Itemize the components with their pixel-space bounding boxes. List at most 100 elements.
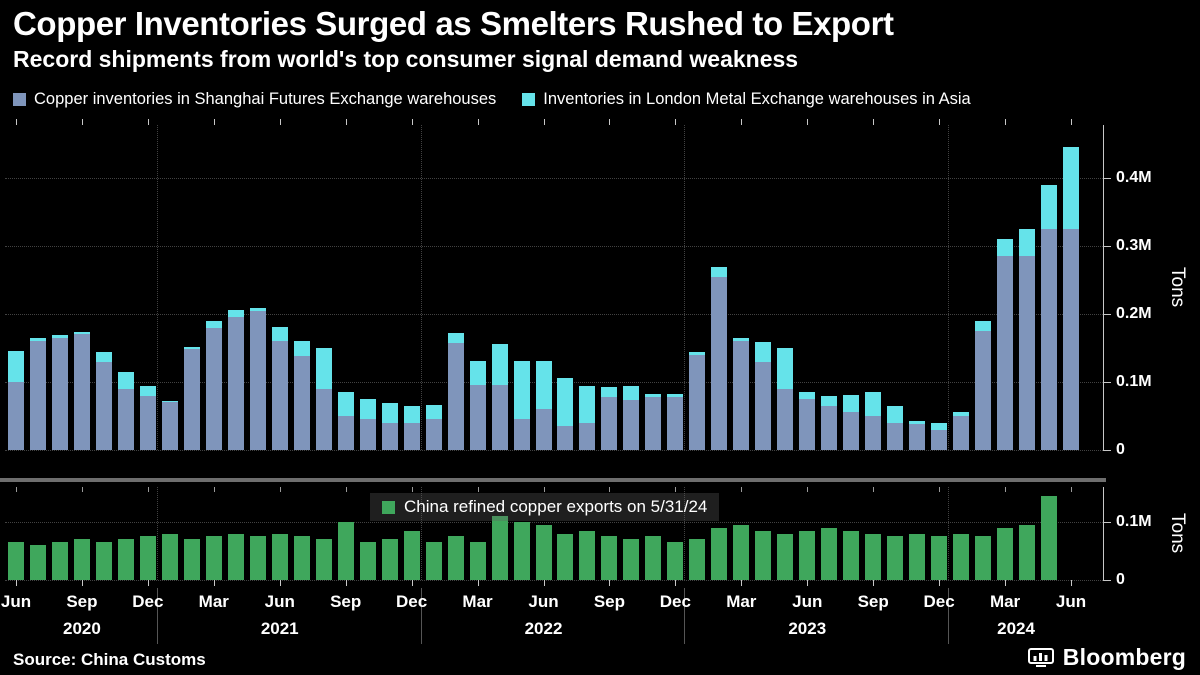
- bar-segment: [337, 392, 354, 416]
- bar-segment: [975, 321, 992, 331]
- x-axis-tick: [939, 580, 941, 586]
- bar-segment: [29, 545, 46, 580]
- bar-segment: [821, 396, 838, 406]
- bar-segment: [579, 423, 596, 450]
- bar-segment: [997, 256, 1014, 450]
- bar-segment: [491, 516, 508, 580]
- x-axis-tick: [345, 580, 347, 586]
- year-boundary-line: [684, 125, 686, 450]
- y-axis-title: Tons: [1166, 125, 1188, 450]
- bar-segment: [975, 331, 992, 450]
- bar-segment: [1041, 229, 1058, 450]
- bar-segment: [579, 531, 596, 580]
- x-tick-label: Sep: [593, 592, 626, 611]
- bar-segment: [447, 343, 464, 450]
- bar-segment: [161, 401, 178, 402]
- gridline: [5, 449, 1103, 451]
- bar-segment: [997, 239, 1014, 256]
- bar-segment: [931, 536, 948, 580]
- bottom-chart-top-tick: [939, 487, 941, 492]
- bar-segment: [139, 386, 156, 396]
- bar-segment: [1019, 525, 1036, 580]
- bar-segment: [843, 531, 860, 580]
- bar-segment: [205, 321, 222, 328]
- bar-segment: [249, 308, 266, 311]
- bar-segment: [403, 423, 420, 450]
- gridline: [5, 313, 1103, 315]
- x-axis-tick: [675, 580, 677, 586]
- bar-segment: [953, 416, 970, 450]
- bar-segment: [557, 534, 574, 580]
- bar-segment: [755, 531, 772, 580]
- top-tick: [939, 119, 941, 125]
- bar-segment: [623, 539, 640, 580]
- y-tick-label: 0.1M: [1116, 513, 1152, 530]
- bar-segment: [271, 327, 288, 341]
- x-axis-tick: [543, 580, 545, 586]
- bar-segment: [337, 522, 354, 580]
- bar-segment: [293, 356, 310, 450]
- bar-segment: [117, 372, 134, 389]
- x-axis-tick: [741, 580, 743, 586]
- chart-title: Copper Inventories Surged as Smelters Ru…: [13, 5, 894, 42]
- top-tick: [213, 119, 215, 125]
- chart-separator: [0, 478, 1106, 482]
- y-tick-label: 0.3M: [1116, 237, 1152, 254]
- bar-segment: [95, 352, 112, 362]
- y-axis-title-text: Tons: [1167, 267, 1188, 308]
- gridline: [5, 245, 1103, 247]
- bar-segment: [183, 347, 200, 349]
- bar-segment: [359, 542, 376, 580]
- x-axis-tick: [15, 580, 17, 586]
- bar-segment: [1019, 229, 1036, 256]
- bottom-chart-top-tick: [675, 487, 677, 492]
- x-tick-label: Jun: [1055, 592, 1087, 611]
- bar-segment: [7, 382, 24, 450]
- year-divider: [420, 588, 422, 644]
- bar-segment: [491, 344, 508, 385]
- top-tick: [609, 119, 611, 125]
- bar-segment: [359, 399, 376, 419]
- bar-segment: [271, 341, 288, 450]
- bar-segment: [491, 385, 508, 450]
- bar-segment: [865, 392, 882, 416]
- bar-segment: [997, 528, 1014, 580]
- bar-segment: [117, 389, 134, 450]
- bar-segment: [95, 542, 112, 580]
- bar-segment: [799, 531, 816, 580]
- y-tick-label: 0.1M: [1116, 373, 1152, 390]
- gridline: [5, 177, 1103, 179]
- y-axis-tick: [1103, 313, 1111, 315]
- bottom-chart-top-tick: [213, 487, 215, 492]
- top-tick: [807, 119, 809, 125]
- bar-segment: [51, 542, 68, 580]
- bar-segment: [205, 328, 222, 450]
- bar-segment: [139, 536, 156, 580]
- x-tick-label: Dec: [396, 592, 428, 611]
- bottom-chart-top-tick: [543, 487, 545, 492]
- y-axis-tick: [1103, 449, 1111, 451]
- bar-segment: [953, 412, 970, 416]
- legend-swatch-lme: [522, 93, 536, 106]
- bar-segment: [733, 338, 750, 341]
- top-tick: [543, 119, 545, 125]
- bar-segment: [667, 542, 684, 580]
- year-boundary-line: [684, 487, 686, 580]
- x-axis-tick: [411, 580, 413, 586]
- x-axis-tick: [81, 580, 83, 586]
- bar-segment: [909, 421, 926, 424]
- chart-subtitle: Record shipments from world's top consum…: [13, 46, 799, 72]
- top-tick: [345, 119, 347, 125]
- top-tick: [1005, 119, 1007, 125]
- bar-segment: [777, 348, 794, 389]
- y-axis-line: [1103, 487, 1104, 580]
- bar-segment: [557, 378, 574, 426]
- bar-segment: [733, 341, 750, 450]
- bar-segment: [777, 389, 794, 450]
- bar-segment: [7, 542, 24, 580]
- x-axis-tick: [213, 580, 215, 586]
- bottom-chart-top-tick: [411, 487, 413, 492]
- bar-segment: [711, 267, 728, 277]
- bar-segment: [513, 522, 530, 580]
- year-label: 2022: [524, 619, 563, 638]
